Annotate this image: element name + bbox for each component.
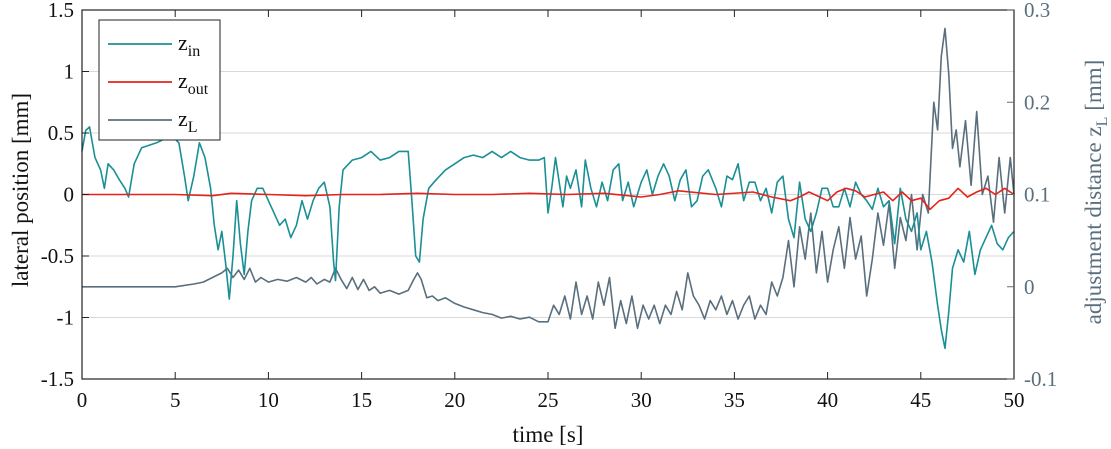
y-axis-label-right-unit: [mm]	[1081, 60, 1106, 117]
legend-label-z-in: zin	[178, 30, 200, 60]
x-tick-label: 0	[77, 388, 88, 412]
y-left-tick-label: 1.5	[48, 0, 74, 22]
y-left-tick-label: 0.5	[48, 121, 74, 145]
y-axis-label-right: adjustment distance zL [mm]	[1081, 60, 1111, 325]
plot-series	[81, 27, 1015, 350]
y-right-tick-label: 0.1	[1024, 183, 1050, 207]
legend-label-sub: in	[188, 43, 200, 60]
x-tick-label: 10	[258, 388, 279, 412]
legend-label-base: z	[178, 68, 188, 93]
y-right-tick-label: 0.2	[1024, 90, 1050, 114]
x-tick-label: 5	[170, 388, 181, 412]
y-right-tick-label: -0.1	[1024, 367, 1057, 391]
y-left-tick-label: 1	[64, 60, 75, 84]
legend-label-sub: out	[188, 81, 209, 98]
y-left-tick-label: -1.5	[41, 367, 74, 391]
y-right-tick-label: 0.3	[1024, 0, 1050, 22]
legend-label-z-L: zL	[178, 106, 198, 136]
y-axis-label-right-sub: L	[1094, 117, 1111, 127]
axis-ticks: 0 5 10 15 20 25 30 35 40 45 50 1.5 1 0.5 0 -0.5 -1 -1.5 0.…	[41, 0, 1058, 412]
y-left-tick-label: -0.5	[41, 244, 74, 268]
x-tick-label: 25	[538, 388, 559, 412]
legend-label-sub: L	[188, 119, 198, 136]
series-line-z-L	[82, 27, 1015, 330]
x-tick-label: 45	[910, 388, 931, 412]
y-axis-label-right-base: adjustment distance z	[1081, 126, 1106, 324]
legend-label-base: z	[178, 106, 188, 131]
legend-label-base: z	[178, 30, 188, 55]
y-left-tick-label: -1	[57, 306, 75, 330]
x-tick-label: 35	[724, 388, 745, 412]
series-line-z-in	[81, 126, 1015, 350]
y-left-tick-label: 0	[64, 183, 75, 207]
y-axis-label-left: lateral position [mm]	[8, 93, 33, 287]
legend-label-z-out: zout	[178, 68, 209, 98]
series-line-z-out	[82, 187, 1015, 211]
x-axis-label: time [s]	[513, 422, 584, 447]
y-right-tick-label: 0	[1024, 275, 1035, 299]
x-tick-label: 15	[351, 388, 372, 412]
x-tick-label: 20	[444, 388, 465, 412]
x-tick-label: 40	[817, 388, 838, 412]
x-tick-label: 30	[631, 388, 652, 412]
legend-box	[98, 19, 221, 141]
x-tick-label: 50	[1004, 388, 1025, 412]
